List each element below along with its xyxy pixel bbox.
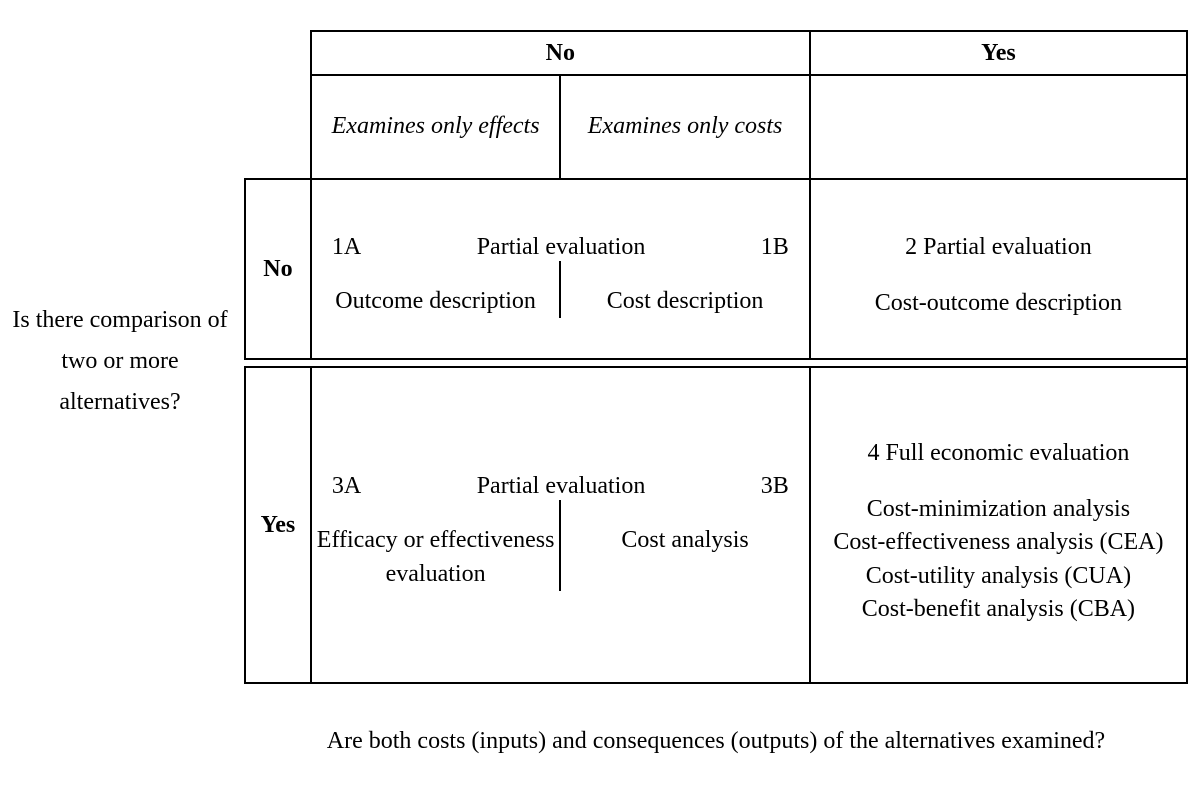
evaluation-matrix: No Yes Examines only effects Examines on…: [244, 30, 1188, 684]
cell-3a-desc-wrap: Efficacy or effectiveness evaluation: [312, 500, 561, 591]
cell-1a-desc-wrap: Outcome description: [312, 261, 561, 319]
column-axis-question: Are both costs (inputs) and consequences…: [244, 728, 1188, 755]
cell-3a-code: 3A: [332, 473, 361, 500]
gap-yes: [810, 359, 1187, 367]
gap-stub: [245, 359, 311, 367]
subheader-effects: Examines only effects: [311, 75, 560, 179]
cell-3a-desc: Efficacy or effectiveness evaluation: [312, 524, 559, 591]
cell-2-label: 2 Partial evaluation: [905, 231, 1092, 265]
cell-4-label: 4 Full economic evaluation: [867, 437, 1129, 471]
cell-1b-desc-wrap: Cost description: [561, 261, 808, 319]
cell-4-line2: Cost-effectiveness analysis (CEA): [833, 526, 1163, 560]
col-header-no: No: [311, 31, 810, 75]
subheader-yes-blank: [810, 75, 1187, 179]
cell-3b-code: 3B: [761, 473, 789, 500]
cell-1b-desc: Cost description: [607, 285, 764, 319]
cell-1b-code: 1B: [761, 234, 789, 261]
cell-3b-desc-wrap: Cost analysis: [561, 500, 808, 591]
col-header-no-text: No: [546, 40, 575, 66]
row-header-no: No: [245, 179, 311, 359]
cell-1a-desc: Outcome description: [335, 285, 536, 319]
cell-4-line4: Cost-benefit analysis (CBA): [862, 593, 1135, 627]
row-header-yes: Yes: [245, 367, 311, 683]
matrix-table-wrap: No Yes Examines only effects Examines on…: [244, 30, 1188, 684]
cell-3-label: Partial evaluation: [477, 473, 646, 500]
col-header-yes-text: Yes: [981, 40, 1016, 66]
subheader-costs: Examines only costs: [560, 75, 809, 179]
cell-4-full: 4 Full economic evaluation Cost-minimiza…: [810, 367, 1187, 683]
cell-2-partial: 2 Partial evaluation Cost-outcome descri…: [810, 179, 1187, 359]
subheader-costs-text: Examines only costs: [588, 113, 783, 139]
subheader-effects-text: Examines only effects: [332, 113, 540, 139]
row-header-yes-text: Yes: [261, 512, 296, 538]
corner-blank: [245, 31, 311, 75]
cell-1-partial: 1A Partial evaluation 1B Outcome descrip…: [311, 179, 810, 359]
cell-1-label: Partial evaluation: [477, 234, 646, 261]
gap-mid: [311, 359, 810, 367]
cell-4-line1: Cost-minimization analysis: [867, 493, 1130, 527]
row-axis-question: Is there comparison of two or more alter…: [10, 300, 230, 422]
cell-2-desc: Cost-outcome description: [875, 287, 1122, 321]
stub-sub-blank: [245, 75, 311, 179]
row-header-no-text: No: [263, 256, 292, 282]
cell-3-partial: 3A Partial evaluation 3B Efficacy or eff…: [311, 367, 810, 683]
col-header-yes: Yes: [810, 31, 1187, 75]
row-question-text: Is there comparison of two or more alter…: [12, 307, 227, 415]
cell-3b-desc: Cost analysis: [621, 524, 748, 558]
cell-1a-code: 1A: [332, 234, 361, 261]
col-question-text: Are both costs (inputs) and consequences…: [327, 728, 1105, 754]
cell-4-line3: Cost-utility analysis (CUA): [866, 560, 1131, 594]
